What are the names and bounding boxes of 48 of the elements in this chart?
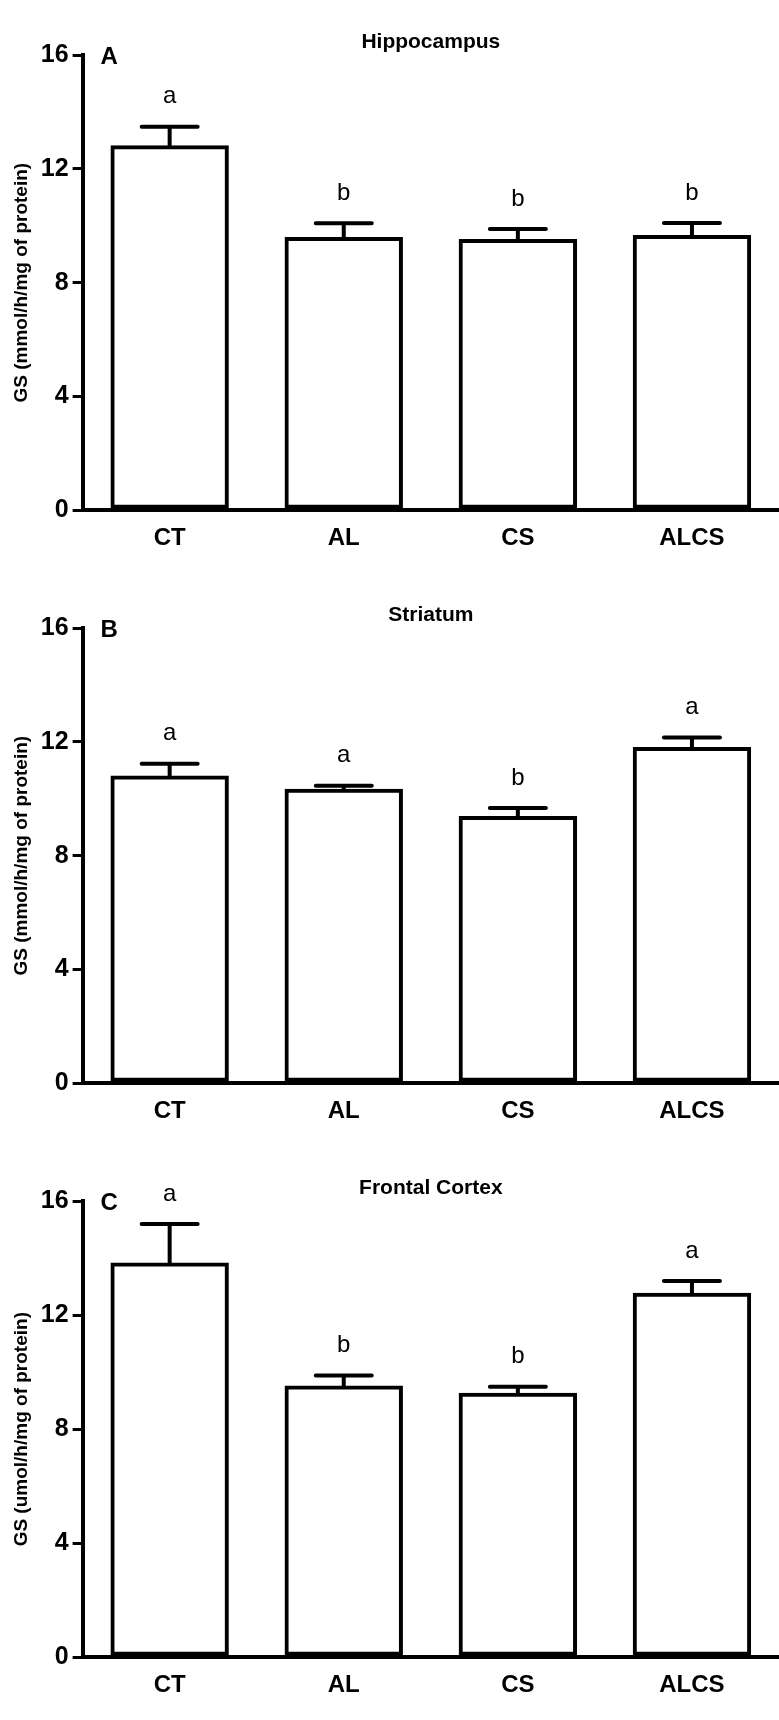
- x-tick-label: ALCS: [659, 1670, 725, 1698]
- annotation: b: [337, 1330, 351, 1358]
- annotation: b: [511, 1341, 525, 1369]
- annotation: a: [162, 1178, 177, 1206]
- chart-title: Frontal Cortex: [359, 1175, 503, 1199]
- y-tick-label: 12: [40, 1299, 69, 1328]
- y-tick-label: 12: [40, 725, 69, 754]
- x-tick-label: ALCS: [659, 523, 725, 551]
- y-axis-title: GS (mmol/h/mg of protein): [9, 162, 31, 403]
- x-tick-label: CT: [153, 523, 186, 551]
- y-axis-title: GS (mmol/h/mg of protein): [9, 735, 31, 976]
- y-tick-label: 0: [54, 1641, 69, 1670]
- annotation: b: [685, 177, 699, 205]
- x-tick-label: CS: [501, 1670, 535, 1698]
- annotation: a: [337, 740, 352, 768]
- annotation: a: [162, 81, 177, 109]
- y-tick-label: 8: [54, 839, 69, 868]
- x-tick-label: AL: [327, 1670, 360, 1698]
- annotation: a: [685, 1235, 700, 1263]
- annotation: b: [337, 177, 351, 205]
- annotation: a: [162, 718, 177, 746]
- annotation: B: [100, 614, 118, 642]
- y-tick-label: 16: [40, 612, 69, 641]
- y-tick-label: 4: [54, 953, 69, 982]
- annotation: a: [685, 692, 700, 720]
- annotation: A: [100, 41, 118, 69]
- x-tick-label: CT: [153, 1670, 186, 1698]
- x-tick-label: AL: [327, 523, 360, 551]
- annotation: b: [511, 183, 525, 211]
- x-tick-label: CT: [153, 1096, 186, 1124]
- x-tick-label: CS: [501, 1096, 535, 1124]
- y-tick-label: 16: [40, 39, 69, 68]
- y-tick-label: 8: [54, 266, 69, 295]
- y-tick-label: 8: [54, 1413, 69, 1442]
- x-tick-label: AL: [327, 1096, 360, 1124]
- x-tick-label: CS: [501, 523, 535, 551]
- y-tick-label: 4: [54, 380, 69, 409]
- x-tick-label: ALCS: [659, 1096, 725, 1124]
- y-tick-label: 0: [54, 494, 69, 523]
- chart-title: Striatum: [388, 602, 474, 626]
- y-tick-label: 16: [40, 1185, 69, 1214]
- annotation: b: [511, 762, 525, 790]
- y-tick-label: 4: [54, 1527, 69, 1556]
- y-axis-title: GS (umol/h/mg of protein): [9, 1312, 31, 1547]
- chart-title: Hippocampus: [361, 29, 501, 53]
- y-tick-label: 12: [40, 152, 69, 181]
- annotation: C: [100, 1187, 118, 1215]
- y-tick-label: 0: [54, 1067, 69, 1096]
